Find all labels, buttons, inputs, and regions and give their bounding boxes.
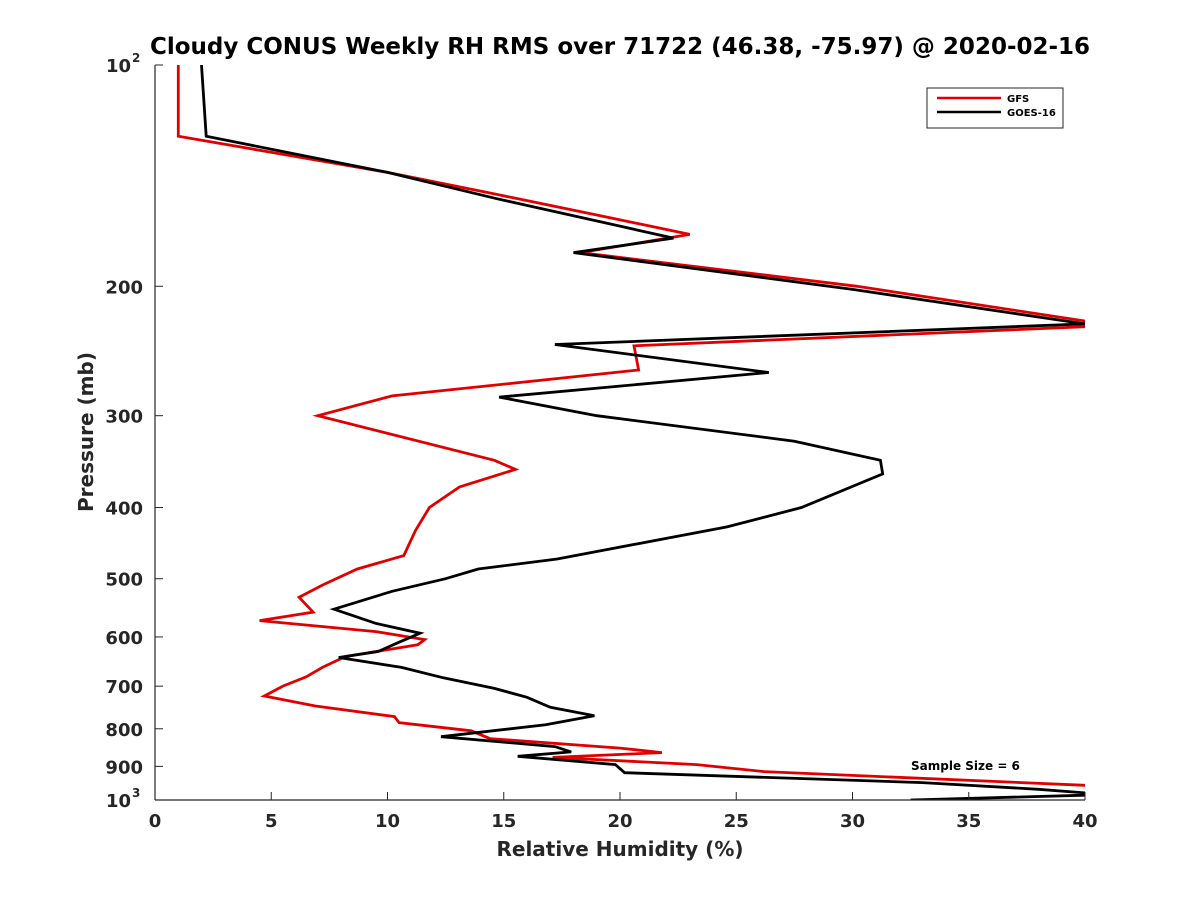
x-tick-label: 10 xyxy=(375,811,400,832)
series-line-gfs xyxy=(176,65,1085,787)
y-tick-label: 800 xyxy=(105,720,143,741)
legend-box xyxy=(926,87,1064,129)
y-tick-label: 500 xyxy=(105,570,143,591)
plot-area xyxy=(155,65,1085,800)
y-tick-label: 200 xyxy=(105,277,143,298)
x-tick-label: 35 xyxy=(956,811,981,832)
x-tick-label: 40 xyxy=(1072,811,1097,832)
chart-title: Cloudy CONUS Weekly RH RMS over 71722 (4… xyxy=(150,34,1090,60)
x-tick-label: 25 xyxy=(724,811,749,832)
y-tick-label: 900 xyxy=(105,757,143,778)
legend-label-gfs: GFS xyxy=(1007,94,1029,105)
legend-label-goes-16: GOES-16 xyxy=(1007,108,1056,119)
y-axis-label: Pressure (mb) xyxy=(74,352,98,512)
series-line-goes-16 xyxy=(200,65,1085,800)
legend: GFS GOES-16 xyxy=(926,87,1064,129)
x-tick-label: 5 xyxy=(265,811,278,832)
y-tick-label: 400 xyxy=(105,499,143,520)
x-tick-label: 15 xyxy=(491,811,516,832)
y-tick-label: 10 xyxy=(106,791,131,812)
y-tick-label-exponent: 3 xyxy=(132,786,140,800)
x-tick-label: 20 xyxy=(607,811,632,832)
y-tick-label-exponent: 2 xyxy=(132,51,140,65)
x-axis-label: Relative Humidity (%) xyxy=(496,837,743,861)
series-layer xyxy=(176,65,1085,800)
x-tick-label: 0 xyxy=(149,811,162,832)
y-tick-label: 600 xyxy=(105,628,143,649)
y-tick-label: 700 xyxy=(105,677,143,698)
y-tick-label: 10 xyxy=(106,56,131,77)
x-tick-label: 30 xyxy=(840,811,865,832)
sample-size-annotation: Sample Size = 6 xyxy=(911,759,1020,773)
y-tick-label: 300 xyxy=(105,407,143,428)
